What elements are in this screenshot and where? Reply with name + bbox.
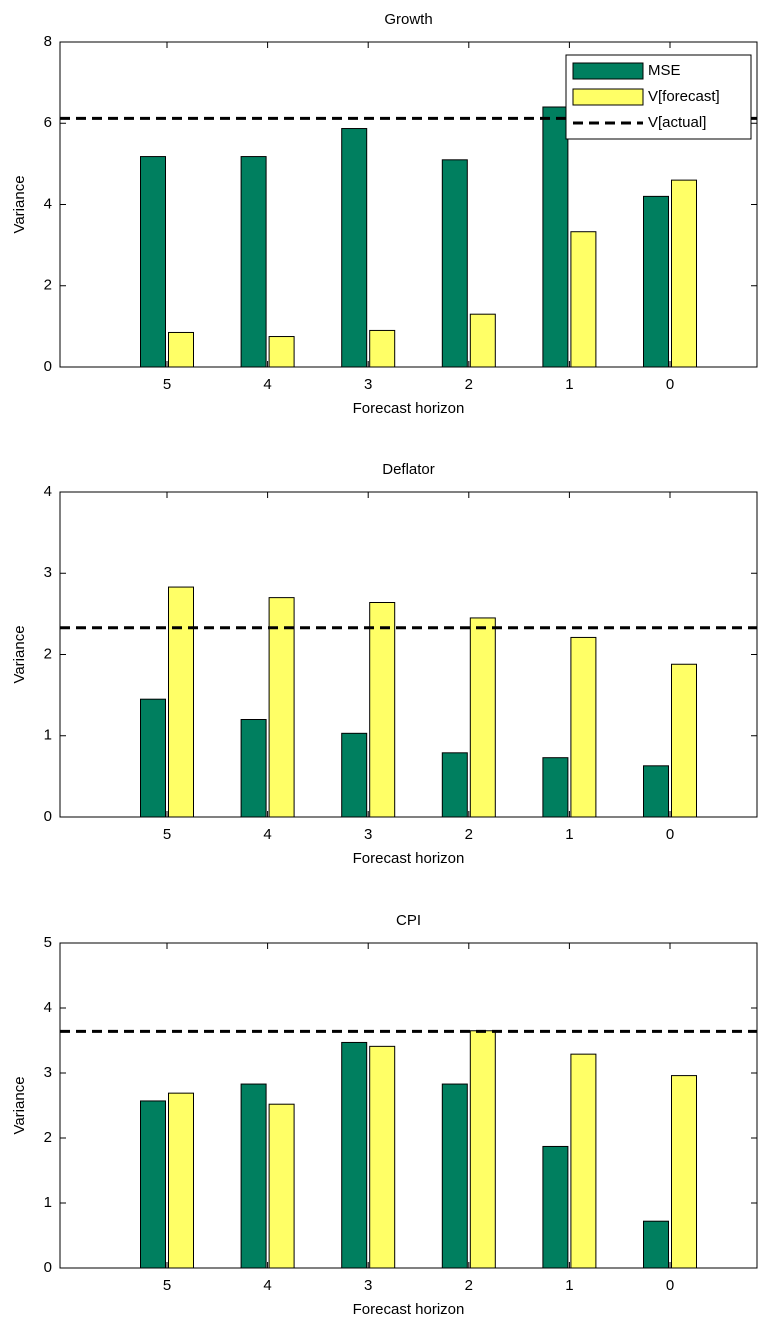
chart-title: Growth	[384, 11, 432, 28]
x-tick-label: 2	[465, 376, 473, 393]
bar	[140, 156, 166, 368]
bar	[441, 752, 468, 818]
bar	[168, 331, 194, 368]
y-tick-label: 4	[44, 195, 52, 212]
x-tick-label: 3	[364, 826, 372, 843]
y-tick-label: 2	[44, 1129, 52, 1146]
bar	[469, 313, 496, 368]
bar	[268, 336, 295, 368]
x-tick-label: 2	[465, 1277, 473, 1294]
bar	[240, 719, 267, 818]
x-tick-label: 3	[364, 376, 372, 393]
axes-box	[59, 491, 758, 818]
x-axis-label: Forecast horizon	[353, 1301, 465, 1318]
bar	[341, 1041, 368, 1269]
axes-box	[59, 942, 758, 1269]
axes-box	[59, 41, 758, 368]
bar	[268, 597, 295, 818]
legend-label: MSE	[648, 62, 681, 79]
bar	[542, 757, 569, 818]
y-tick-label: 8	[44, 33, 52, 50]
x-axis-label: Forecast horizon	[353, 400, 465, 417]
bar	[643, 1220, 669, 1269]
legend-label: V[forecast]	[648, 88, 720, 105]
y-tick-label: 2	[44, 277, 52, 294]
x-tick-label: 5	[163, 376, 171, 393]
x-tick-label: 1	[565, 826, 573, 843]
bar	[570, 636, 597, 818]
bar	[369, 1045, 396, 1269]
x-tick-label: 4	[263, 1277, 271, 1294]
y-axis-label: Variance	[11, 625, 28, 683]
y-tick-label: 0	[44, 1259, 52, 1276]
bar	[671, 663, 697, 818]
bar	[168, 586, 194, 818]
y-tick-label: 0	[44, 358, 52, 375]
x-tick-label: 0	[666, 376, 674, 393]
bar	[240, 1083, 267, 1269]
bar	[168, 1092, 194, 1269]
y-tick-label: 3	[44, 564, 52, 581]
x-tick-label: 5	[163, 1277, 171, 1294]
chart-title: Deflator	[382, 461, 435, 478]
bar	[671, 179, 697, 368]
x-tick-label: 0	[666, 826, 674, 843]
bar	[643, 195, 669, 368]
bar	[570, 1053, 597, 1269]
x-tick-label: 0	[666, 1277, 674, 1294]
y-tick-label: 6	[44, 114, 52, 131]
legend-swatch	[572, 88, 644, 106]
bar	[341, 128, 368, 368]
x-tick-label: 2	[465, 826, 473, 843]
legend-label: V[actual]	[648, 114, 706, 131]
y-tick-label: 2	[44, 645, 52, 662]
bar	[469, 617, 496, 818]
y-tick-label: 1	[44, 727, 52, 744]
x-tick-label: 5	[163, 826, 171, 843]
y-tick-label: 1	[44, 1194, 52, 1211]
x-axis-label: Forecast horizon	[353, 850, 465, 867]
y-tick-label: 0	[44, 808, 52, 825]
x-tick-label: 1	[565, 376, 573, 393]
x-tick-label: 3	[364, 1277, 372, 1294]
y-axis-label: Variance	[11, 1076, 28, 1134]
x-tick-label: 4	[263, 376, 271, 393]
legend-swatch	[572, 62, 644, 80]
bar	[240, 156, 267, 368]
chart-title: CPI	[396, 912, 421, 929]
y-tick-label: 4	[44, 999, 52, 1016]
bar	[341, 732, 368, 818]
bar	[441, 159, 468, 368]
bar	[542, 106, 569, 368]
y-axis-label: Variance	[11, 175, 28, 233]
bar	[268, 1103, 295, 1269]
bar	[643, 765, 669, 818]
bar	[570, 231, 597, 368]
bar	[369, 329, 396, 368]
bar	[469, 1030, 496, 1269]
bar	[140, 1100, 166, 1269]
bar	[542, 1145, 569, 1269]
bar	[140, 698, 166, 818]
x-tick-label: 4	[263, 826, 271, 843]
bar	[369, 602, 396, 818]
y-tick-label: 3	[44, 1064, 52, 1081]
bar	[441, 1083, 468, 1269]
y-tick-label: 4	[44, 483, 52, 500]
bar	[671, 1075, 697, 1269]
x-tick-label: 1	[565, 1277, 573, 1294]
y-tick-label: 5	[44, 934, 52, 951]
